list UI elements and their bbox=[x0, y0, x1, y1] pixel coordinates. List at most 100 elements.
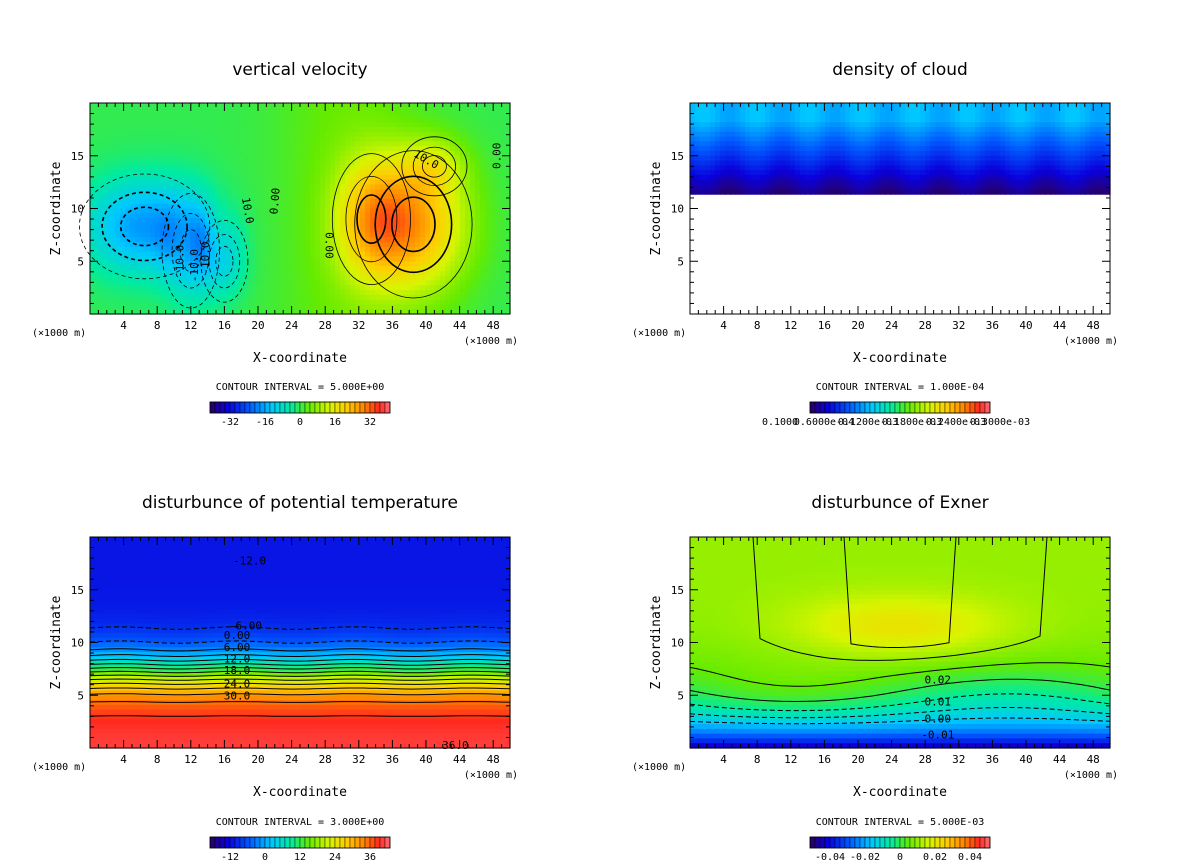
colorbar-tick-label: 0 bbox=[262, 852, 268, 863]
y-axis-label: Z-coordinate bbox=[649, 595, 664, 689]
colorbar-tick-label: 0 bbox=[897, 852, 903, 863]
x-tick-label: 20 bbox=[251, 753, 264, 766]
contour-label: 0.02 bbox=[925, 674, 952, 687]
colorbar-tick-label: 0.6000e-04 bbox=[794, 417, 854, 428]
colorbar-tick-label: -0.02 bbox=[850, 852, 880, 863]
x-tick-label: 36 bbox=[386, 319, 399, 332]
x-tick-label: 40 bbox=[419, 319, 432, 332]
contour-label: 0.00 bbox=[267, 187, 282, 215]
y-tick-label: 10 bbox=[671, 203, 684, 216]
x-tick-label: 16 bbox=[818, 319, 831, 332]
axis-ticks bbox=[90, 537, 510, 748]
x-tick-label: 40 bbox=[1019, 319, 1032, 332]
x-unit-right: (×1000 m) bbox=[464, 336, 518, 347]
x-tick-label: 44 bbox=[1053, 753, 1067, 766]
axis-ticks bbox=[690, 103, 1110, 314]
y-tick-label: 15 bbox=[671, 584, 684, 597]
x-tick-label: 8 bbox=[154, 319, 161, 332]
colorbar-tick-label: 0.1000 bbox=[762, 417, 798, 428]
x-tick-label: 12 bbox=[184, 319, 197, 332]
contour-label: 36.0 bbox=[442, 739, 469, 752]
x-tick-label: 32 bbox=[352, 319, 365, 332]
y-tick-label: 5 bbox=[677, 689, 684, 702]
shaded-field bbox=[90, 537, 511, 749]
x-axis-label: X-coordinate bbox=[253, 785, 347, 800]
contour-label: 10.0 bbox=[239, 196, 256, 224]
x-tick-label: 20 bbox=[851, 319, 864, 332]
axis-ticks bbox=[690, 537, 1110, 748]
x-tick-label: 20 bbox=[851, 753, 864, 766]
contour-label: -12.0 bbox=[233, 554, 266, 567]
contour-label: 0.00 bbox=[490, 143, 503, 170]
x-unit-left: (×1000 m) bbox=[32, 328, 86, 339]
contour-interval-label: CONTOUR INTERVAL = 5.000E-03 bbox=[816, 817, 985, 828]
colorbar: 0.10000.6000e-040.1200e-030.1800e-030.24… bbox=[762, 401, 1030, 428]
x-tick-label: 24 bbox=[885, 319, 899, 332]
contour-label: 6.00 bbox=[224, 641, 251, 654]
colorbar-tick-label: 0 bbox=[297, 417, 303, 428]
colorbar-tick-label: 0.04 bbox=[958, 852, 982, 863]
contour-label: -6.00 bbox=[229, 620, 262, 633]
x-unit-right: (×1000 m) bbox=[1064, 770, 1118, 781]
colorbar-tick-label: 24 bbox=[329, 852, 341, 863]
x-tick-label: 24 bbox=[285, 319, 299, 332]
x-tick-label: 40 bbox=[419, 753, 432, 766]
y-tick-label: 15 bbox=[671, 150, 684, 163]
y-tick-label: 5 bbox=[677, 255, 684, 268]
y-tick-label: 15 bbox=[71, 584, 84, 597]
x-tick-label: 48 bbox=[487, 319, 500, 332]
colorbar-tick-label: 12 bbox=[294, 852, 306, 863]
x-tick-label: 40 bbox=[1019, 753, 1032, 766]
x-tick-label: 28 bbox=[319, 319, 332, 332]
y-axis-label: Z-coordinate bbox=[49, 161, 64, 255]
x-tick-label: 44 bbox=[453, 319, 467, 332]
contour-label: -10.0 bbox=[199, 242, 212, 275]
colorbar: -32 -16 0 16 32 bbox=[209, 401, 391, 428]
colorbar-tick-label: -16 bbox=[256, 417, 274, 428]
x-tick-label: 4 bbox=[720, 753, 727, 766]
colorbar: -12 0 12 24 36 bbox=[209, 836, 391, 863]
contour-label: 0.00 bbox=[224, 629, 251, 642]
colorbar-tick-label: 0.1800e-03 bbox=[882, 417, 942, 428]
contour-label: -10.0 bbox=[188, 249, 201, 282]
colorbar-tick-label: 0.1200e-03 bbox=[838, 417, 898, 428]
x-tick-label: 8 bbox=[754, 319, 761, 332]
chart-panel-3: disturbunce of potential temperature -12.… bbox=[32, 493, 518, 863]
x-axis-label: X-coordinate bbox=[253, 351, 347, 366]
colorbar-tick-label: -0.04 bbox=[815, 852, 845, 863]
contour-label: -0.01 bbox=[921, 728, 954, 741]
contour-label: 18.0 bbox=[224, 664, 251, 677]
x-tick-label: 36 bbox=[386, 753, 399, 766]
x-tick-label: 16 bbox=[818, 753, 831, 766]
colorbar-tick-label: 32 bbox=[364, 417, 376, 428]
x-tick-label: 4 bbox=[720, 319, 727, 332]
x-tick-label: 24 bbox=[885, 753, 899, 766]
y-axis-label: Z-coordinate bbox=[649, 161, 664, 255]
x-tick-label: 36 bbox=[986, 319, 999, 332]
x-unit-left: (×1000 m) bbox=[632, 328, 686, 339]
colorbar-tick-label: 0.02 bbox=[923, 852, 947, 863]
x-tick-label: 44 bbox=[1053, 319, 1067, 332]
x-tick-label: 12 bbox=[784, 753, 797, 766]
y-tick-label: 10 bbox=[671, 637, 684, 650]
x-tick-label: 28 bbox=[919, 319, 932, 332]
chart-title: density of cloud bbox=[832, 60, 968, 80]
contour-interval-label: CONTOUR INTERVAL = 1.000E-04 bbox=[816, 382, 985, 393]
contour-label: 0.01 bbox=[925, 696, 952, 709]
x-tick-label: 48 bbox=[1087, 753, 1100, 766]
chart-title: disturbunce of potential temperature bbox=[142, 493, 458, 513]
x-tick-label: 20 bbox=[251, 319, 264, 332]
x-tick-label: 32 bbox=[352, 753, 365, 766]
contour-lines bbox=[79, 136, 473, 309]
contour-label: 0.00 bbox=[925, 713, 952, 726]
colorbar-tick-label: 36 bbox=[364, 852, 376, 863]
y-axis-label: Z-coordinate bbox=[49, 595, 64, 689]
y-tick-label: 10 bbox=[71, 203, 84, 216]
x-tick-label: 32 bbox=[952, 319, 965, 332]
contour-label: -10.0 bbox=[174, 245, 187, 278]
axis-ticks bbox=[90, 103, 510, 314]
contour-label: 0.00 bbox=[323, 232, 336, 259]
